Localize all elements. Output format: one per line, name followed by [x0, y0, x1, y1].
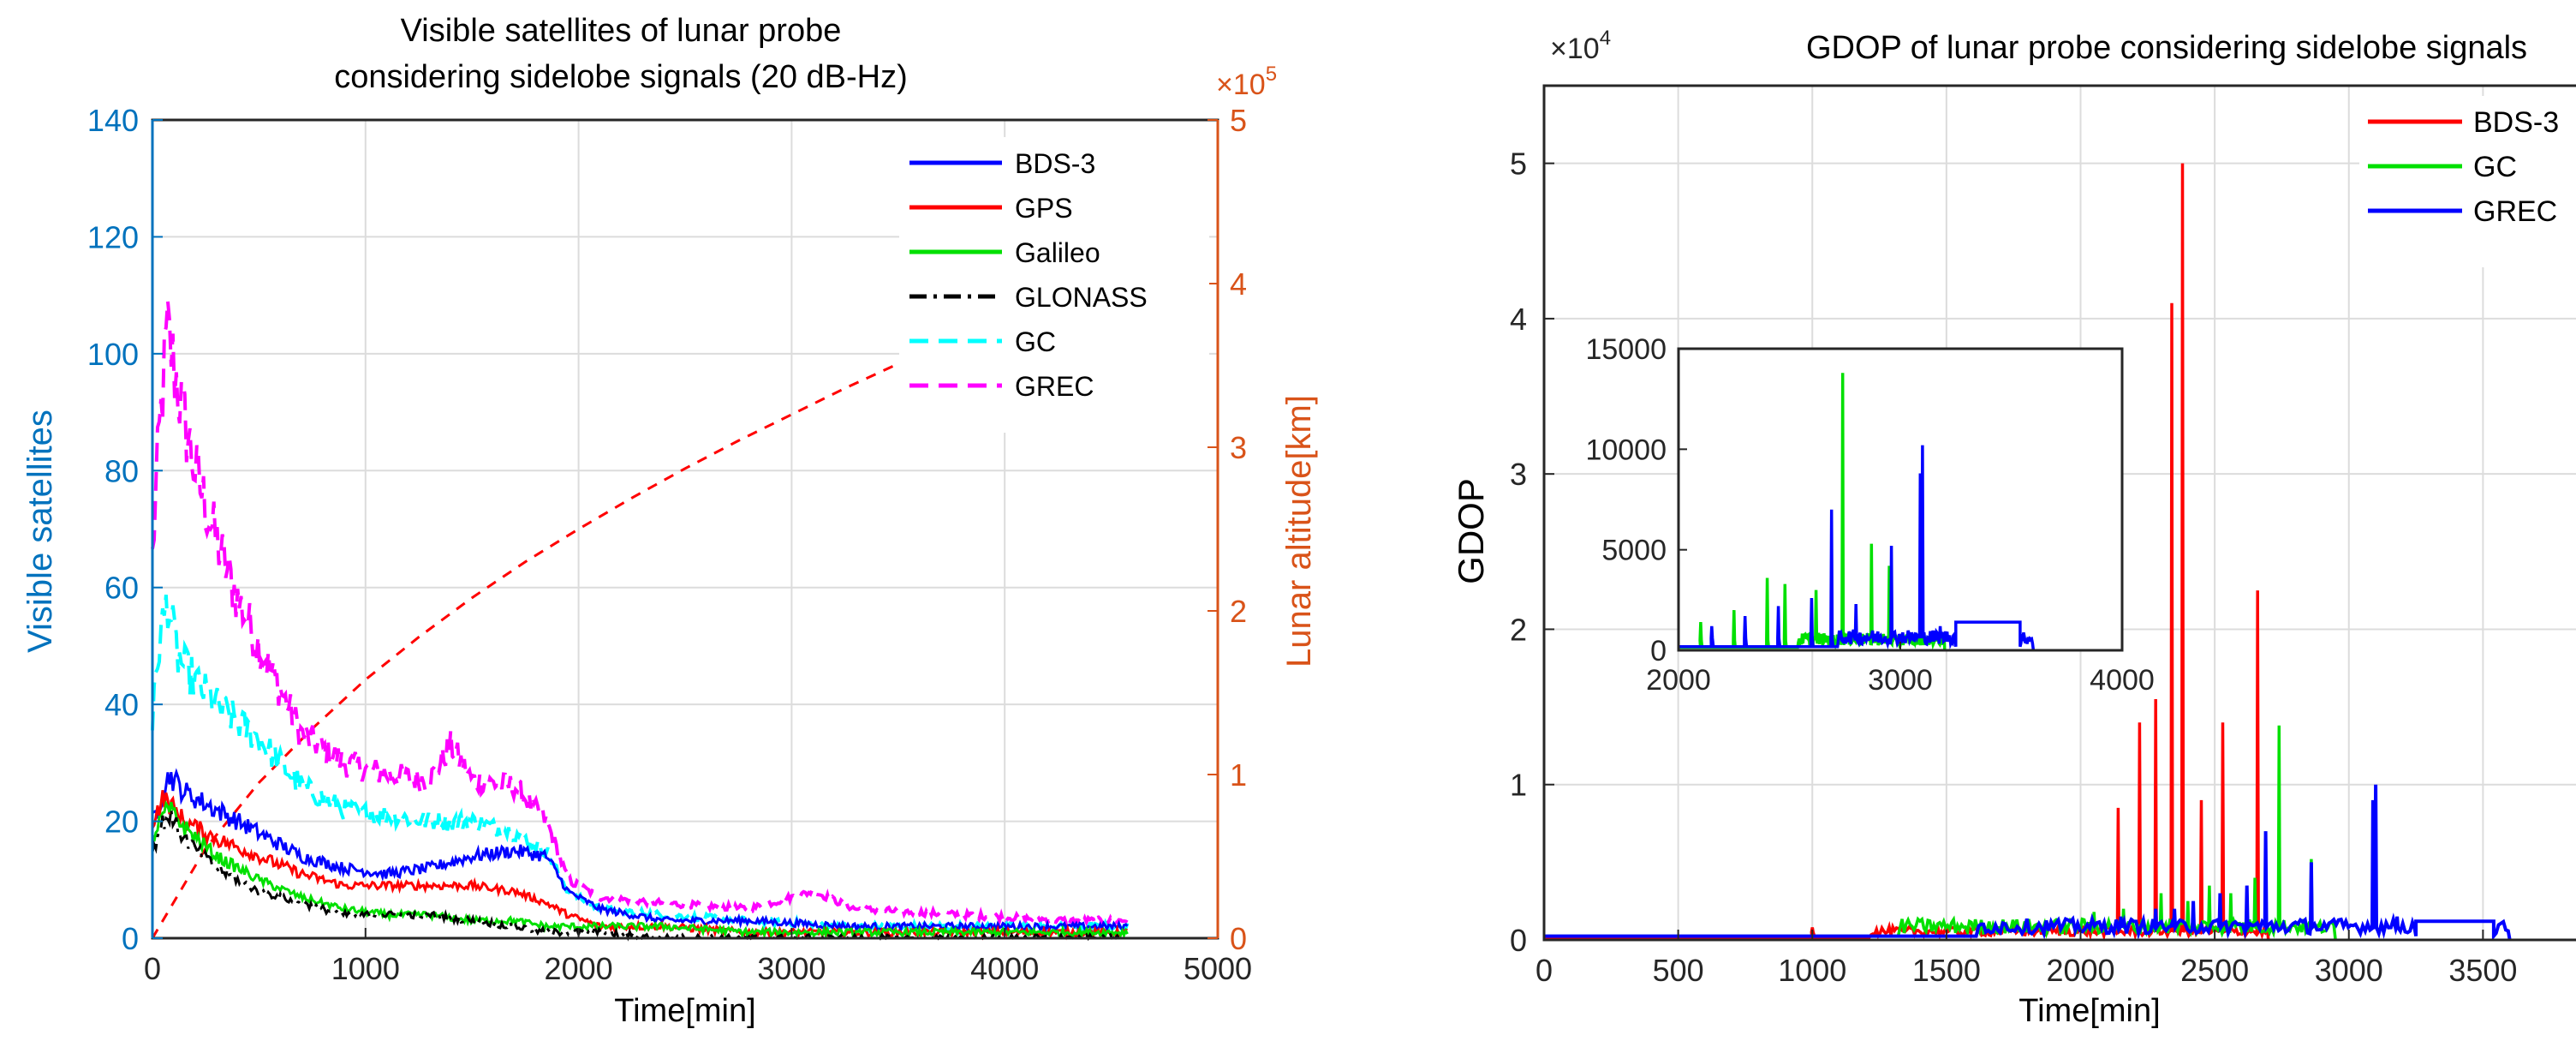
gdop-legend-label-bds-3: BDS-3	[2473, 106, 2559, 139]
chart1-ytick-label: 140	[87, 103, 139, 138]
series-line-gps	[151, 790, 1128, 941]
inset-xtick-label: 3000	[1868, 664, 1933, 697]
inset-xtick-label: 2000	[1646, 664, 1711, 697]
inset-background	[1679, 349, 2122, 650]
chart1-title-line1: Visible satellites of lunar probe	[401, 13, 842, 49]
chart1-ytick-label: 100	[87, 337, 139, 372]
inset-ytick-label: 0	[1650, 635, 1667, 667]
chart1-ytick-label: 60	[104, 571, 139, 606]
legend-label-gc: GC	[1015, 326, 1056, 357]
chart1-ytick-right-label: 2	[1230, 594, 1247, 629]
chart1-xtick-label: 1000	[331, 951, 400, 986]
chart1-ytick-label: 120	[87, 219, 139, 254]
series-line-bds-3	[152, 768, 1129, 935]
inset-ytick-label: 10000	[1585, 434, 1667, 466]
visible-satellites-chart: Visible satellites of lunar probe consid…	[21, 13, 1318, 1029]
chart2-xtick-label: 2500	[2180, 953, 2249, 988]
chart1-xlabel: Time[min]	[614, 993, 755, 1029]
chart2-xlabel: Time[min]	[2018, 993, 2160, 1029]
chart2-ytick-label: 4	[1510, 302, 1527, 337]
gdop-legend-label-gc: GC	[2473, 151, 2517, 183]
chart2-ticks: 0 500 1000 1500 2000 2500 3000 3500 4000 0 1 2 3 4 5	[1510, 147, 2517, 988]
chart1-ytick-right-label: 1	[1230, 757, 1247, 793]
chart1-ytick-label: 40	[104, 687, 139, 722]
chart2-ytick-label: 3	[1510, 457, 1527, 492]
chart1-xtick-label: 4000	[970, 951, 1039, 986]
chart1-right-exponent-base: ×10	[1216, 69, 1266, 101]
chart2-xtick-label: 3000	[2315, 953, 2383, 988]
chart2-title: GDOP of lunar probe considering sidelobe…	[1806, 30, 2527, 66]
chart1-xtick-label: 5000	[1184, 951, 1252, 986]
chart2-ylabel: GDOP	[1451, 478, 1491, 584]
chart1-ylabel: Visible satellites	[21, 410, 59, 653]
chart2-legend-box	[2359, 96, 2576, 267]
chart1-ylabel-right: Lunar altitude[km]	[1280, 395, 1318, 667]
series-line-gc	[151, 595, 1130, 936]
chart1-ytick-right-label: 4	[1230, 266, 1247, 302]
chart2-xtick-label: 500	[1653, 953, 1704, 988]
chart1-series	[151, 278, 1130, 942]
chart2-legend: BDS-3 GC GREC	[2359, 96, 2576, 267]
series-line-grec	[151, 301, 1129, 930]
chart1-ytick-right-label: 0	[1230, 921, 1247, 956]
chart2-xtick-label: 2000	[2046, 953, 2114, 988]
gdop-line-gc	[1544, 725, 2337, 941]
legend-label-gps: GPS	[1015, 193, 1073, 224]
chart2-inset: 2000 3000 4000 0 5000 10000 15000	[1585, 333, 2154, 697]
chart1-legend-items: BDS-3 GPS Galileo GLONASS GC GREC	[909, 148, 1148, 402]
chart2-xtick-label: 1500	[1912, 953, 1981, 988]
chart2-exponent: ×104	[1550, 27, 1611, 65]
inset-xtick-label: 4000	[2090, 664, 2155, 697]
chart1-ytick-label: 0	[122, 921, 139, 956]
chart2-ytick-label: 2	[1510, 612, 1527, 647]
chart2-xtick-label: 3500	[2448, 953, 2517, 988]
chart1-ytick-label: 80	[104, 453, 139, 488]
chart1-ytick-right-label: 3	[1230, 430, 1247, 465]
gdop-line-grec	[1544, 784, 2512, 942]
chart2-exponent-power: 4	[1600, 27, 1611, 50]
inset-ytick-label: 5000	[1601, 535, 1667, 567]
chart1-legend: BDS-3 GPS Galileo GLONASS GC GREC	[899, 137, 1209, 433]
chart2-ytick-label: 1	[1510, 768, 1527, 803]
gdop-chart: ×104 GDOP of lunar probe considering sid…	[1451, 27, 2576, 1029]
chart1-title-line2: considering sidelobe signals (20 dB-Hz)	[334, 59, 908, 95]
chart2-xtick-label: 1000	[1778, 953, 1846, 988]
series-line-galileo	[151, 800, 1129, 940]
legend-label-grec: GREC	[1015, 371, 1094, 402]
inset-ytick-label: 15000	[1585, 333, 1667, 366]
inset-ticks: 2000 3000 4000 0 5000 10000 15000	[1585, 333, 2154, 697]
chart1-xtick-label: 3000	[757, 951, 826, 986]
chart1-xtick-label: 2000	[545, 951, 613, 986]
chart1-ticks: 0 1000 2000 3000 4000 50000204060801001201400…	[87, 103, 1252, 986]
inset-line-grec	[1679, 445, 2036, 651]
chart1-ytick-label: 20	[104, 805, 139, 840]
legend-label-galileo: Galileo	[1015, 237, 1100, 268]
chart1-xtick-label: 0	[144, 951, 161, 986]
chart1-ytick-right-label: 5	[1230, 103, 1247, 138]
gdop-legend-label-grec: GREC	[2473, 195, 2557, 228]
chart2-ytick-label: 0	[1510, 923, 1527, 958]
chart1-right-exponent: ×105	[1216, 63, 1277, 101]
legend-label-glonass: GLONASS	[1015, 282, 1148, 313]
chart2-exponent-base: ×10	[1550, 33, 1600, 65]
chart2-legend-items: BDS-3 GC GREC	[2368, 106, 2559, 228]
legend-label-bds-3: BDS-3	[1015, 148, 1095, 179]
chart2-xtick-label: 0	[1535, 953, 1553, 988]
chart2-series	[1544, 163, 2512, 942]
chart1-right-exponent-power: 5	[1266, 63, 1277, 86]
chart2-ytick-label: 5	[1510, 147, 1527, 182]
